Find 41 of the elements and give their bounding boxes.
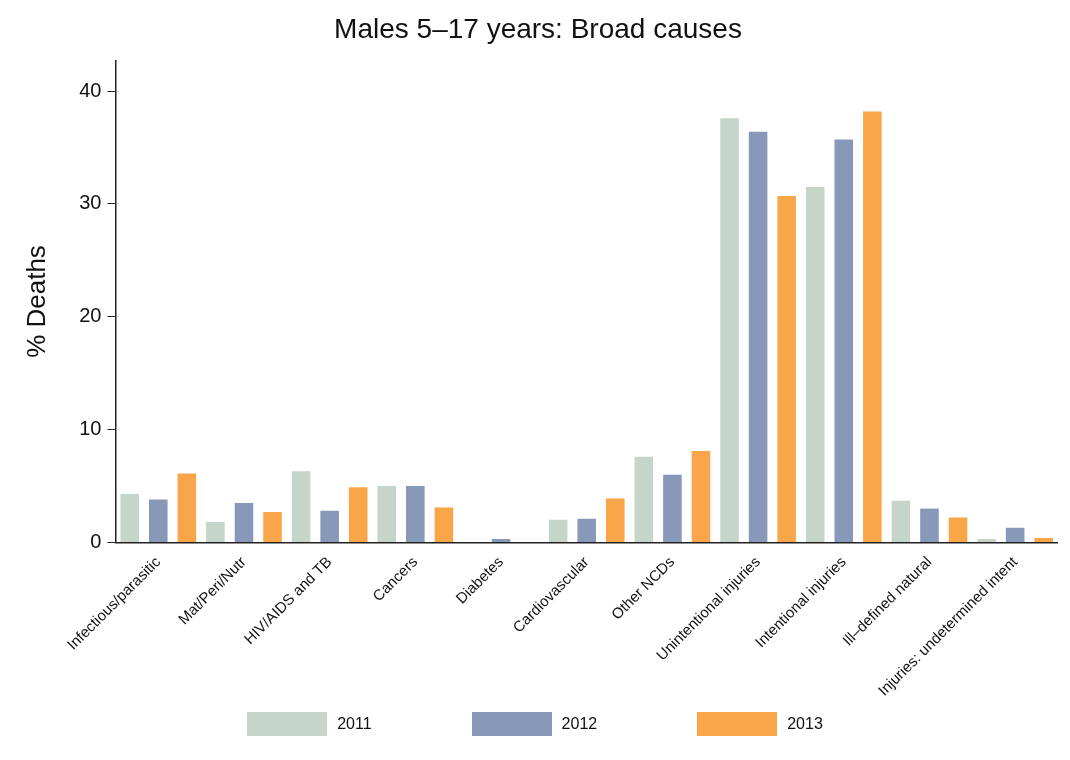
- y-axis-title: % Deaths: [20, 245, 51, 358]
- bar: [920, 508, 939, 542]
- bar: [748, 131, 768, 542]
- bar: [977, 539, 996, 542]
- bar: [863, 111, 882, 542]
- bar: [834, 139, 854, 542]
- bar: [120, 493, 140, 542]
- bar: [805, 186, 825, 542]
- y-tick-label: 30: [79, 191, 102, 214]
- legend-label: 2013: [787, 715, 823, 733]
- bar: [434, 507, 454, 542]
- bar: [1005, 527, 1025, 542]
- bar: [891, 500, 911, 542]
- bar: [663, 474, 682, 542]
- bar: [406, 486, 425, 542]
- legend-label: 2012: [561, 715, 598, 733]
- bar: [691, 451, 711, 542]
- bar: [149, 499, 168, 542]
- bar: [206, 522, 225, 542]
- bar: [577, 518, 597, 542]
- bar: [948, 517, 968, 542]
- bar: [263, 511, 282, 542]
- bar: [777, 196, 796, 542]
- bar: [491, 539, 511, 542]
- y-tick-label: 20: [79, 304, 102, 327]
- bar: [348, 487, 368, 542]
- bar: [548, 519, 568, 542]
- legend-label: 2011: [337, 715, 372, 733]
- chart-title: Males 5–17 years: Broad causes: [334, 12, 742, 44]
- bar: [234, 502, 254, 542]
- bar: [177, 473, 197, 542]
- bar: [1034, 537, 1053, 542]
- y-tick-label: 40: [79, 78, 102, 101]
- bar: [291, 471, 311, 542]
- bar: [720, 118, 739, 542]
- bar: [634, 456, 654, 542]
- bar: [606, 498, 625, 542]
- y-tick-label: 0: [90, 529, 102, 552]
- bar: [320, 510, 339, 542]
- bar: [377, 486, 397, 542]
- y-tick-label: 10: [79, 417, 102, 440]
